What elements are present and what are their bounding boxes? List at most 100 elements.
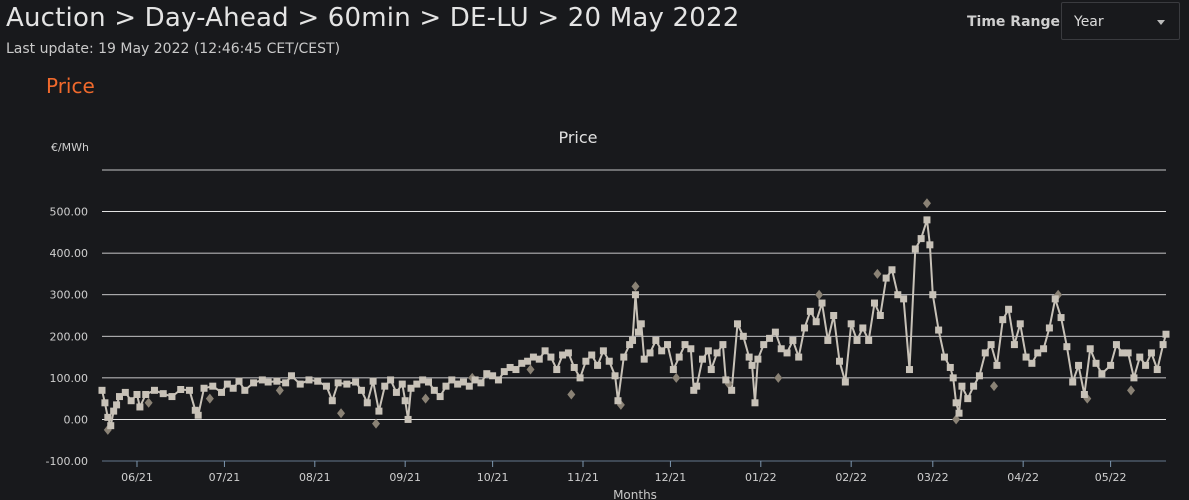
series-group bbox=[98, 198, 1170, 435]
data-point bbox=[518, 359, 526, 367]
y-tick-label: 400.00 bbox=[50, 247, 89, 260]
diamond-marker bbox=[275, 385, 284, 396]
data-point bbox=[442, 382, 450, 390]
page-title: Auction > Day-Ahead > 60min > DE-LU > 20… bbox=[6, 3, 740, 33]
data-point bbox=[806, 307, 814, 315]
data-point bbox=[876, 312, 884, 319]
data-point bbox=[401, 397, 409, 405]
diamond-marker bbox=[631, 281, 640, 292]
diamond-marker bbox=[1127, 385, 1136, 396]
data-point bbox=[1069, 378, 1077, 386]
data-point bbox=[634, 328, 642, 336]
data-point bbox=[258, 376, 266, 384]
data-point bbox=[564, 349, 572, 357]
data-point bbox=[795, 353, 803, 361]
data-point bbox=[865, 336, 873, 344]
data-point bbox=[553, 366, 561, 374]
data-point bbox=[748, 361, 756, 369]
data-point bbox=[424, 378, 432, 386]
data-point bbox=[483, 370, 491, 378]
data-point bbox=[576, 374, 584, 382]
data-point bbox=[430, 386, 438, 394]
data-point bbox=[1092, 359, 1100, 367]
data-point bbox=[999, 316, 1007, 324]
diamond-marker bbox=[567, 389, 576, 400]
data-point bbox=[264, 378, 272, 386]
data-point bbox=[777, 345, 785, 353]
data-point bbox=[1022, 353, 1030, 361]
data-point bbox=[1136, 353, 1144, 361]
data-point bbox=[713, 349, 721, 357]
data-point bbox=[343, 380, 351, 388]
data-point bbox=[733, 320, 741, 328]
data-point bbox=[273, 377, 281, 385]
diamond-marker bbox=[526, 364, 535, 375]
y-tick-label: 200.00 bbox=[50, 330, 89, 343]
data-point bbox=[465, 382, 473, 390]
data-point bbox=[766, 334, 774, 342]
data-point bbox=[637, 320, 645, 328]
data-point bbox=[728, 386, 736, 394]
data-point bbox=[127, 397, 135, 405]
time-range-select[interactable]: Year bbox=[1061, 2, 1180, 40]
data-point bbox=[136, 403, 144, 411]
data-point bbox=[387, 376, 395, 384]
x-tick-label: 08/21 bbox=[299, 471, 331, 484]
data-point bbox=[739, 332, 747, 340]
x-tick-label: 04/22 bbox=[1007, 471, 1039, 484]
data-point bbox=[664, 341, 672, 349]
data-point bbox=[529, 353, 537, 361]
data-point bbox=[687, 345, 695, 353]
y-tick-label: 100.00 bbox=[50, 372, 89, 385]
diamond-marker bbox=[144, 397, 153, 408]
data-point bbox=[524, 357, 532, 365]
data-point bbox=[599, 347, 607, 355]
data-point bbox=[314, 377, 322, 385]
data-point bbox=[413, 380, 421, 388]
data-point bbox=[699, 355, 707, 363]
data-point bbox=[614, 397, 622, 405]
data-point bbox=[629, 336, 637, 344]
x-tick-label: 11/21 bbox=[567, 471, 599, 484]
data-point bbox=[631, 291, 639, 299]
data-point bbox=[547, 353, 555, 361]
data-point bbox=[987, 341, 995, 349]
data-point bbox=[771, 328, 779, 336]
data-point bbox=[1075, 361, 1083, 369]
data-point bbox=[104, 413, 112, 421]
data-point bbox=[681, 341, 689, 349]
data-point bbox=[693, 382, 701, 390]
section-title-price: Price bbox=[46, 74, 95, 98]
data-point bbox=[970, 382, 978, 390]
y-axis-label: €/MWh bbox=[51, 141, 89, 154]
data-point bbox=[407, 384, 415, 392]
y-tick-label: 300.00 bbox=[50, 289, 89, 302]
data-point bbox=[1045, 324, 1053, 332]
diamond-marker bbox=[952, 414, 961, 425]
data-point bbox=[929, 291, 937, 299]
data-point bbox=[334, 379, 342, 387]
data-point bbox=[841, 378, 849, 386]
data-point bbox=[398, 380, 406, 388]
data-point bbox=[952, 399, 960, 407]
data-point bbox=[964, 395, 972, 403]
x-tick-label: 01/22 bbox=[745, 471, 777, 484]
data-point bbox=[1057, 314, 1065, 322]
data-point bbox=[847, 320, 855, 328]
data-point bbox=[375, 407, 383, 415]
data-point bbox=[640, 355, 648, 363]
data-point bbox=[905, 366, 913, 374]
data-point bbox=[582, 357, 590, 365]
data-point bbox=[900, 295, 908, 303]
data-point bbox=[1034, 349, 1042, 357]
data-point bbox=[200, 384, 208, 392]
data-point bbox=[287, 372, 295, 380]
data-point bbox=[328, 397, 336, 405]
data-point bbox=[1130, 374, 1138, 382]
data-point bbox=[1159, 341, 1167, 349]
x-tick-label: 07/21 bbox=[209, 471, 241, 484]
data-point bbox=[588, 351, 596, 359]
series-line-price bbox=[101, 218, 1167, 427]
data-point bbox=[1107, 361, 1115, 369]
data-point bbox=[1118, 349, 1126, 357]
